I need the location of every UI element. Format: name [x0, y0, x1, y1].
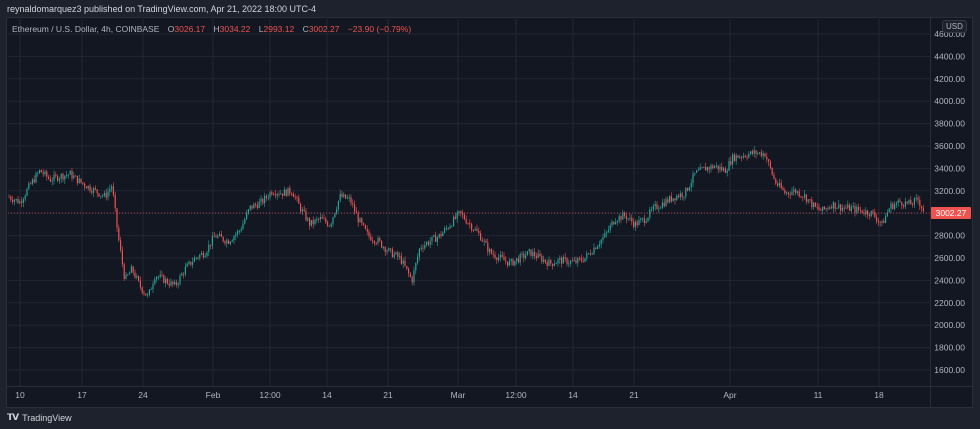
time-tick-label: Apr — [723, 390, 736, 400]
candles — [8, 145, 924, 298]
price-tick-label: 3800.00 — [934, 119, 965, 129]
tv-logo-icon: 𝗧𝗩 — [7, 412, 19, 422]
currency-badge[interactable]: USD — [942, 20, 967, 33]
change-value: −23.90 (−0.79%) — [347, 24, 412, 34]
price-tick-label: 2800.00 — [934, 231, 965, 241]
symbol-title: Ethereum / U.S. Dollar, 4h, COINBASE — [12, 24, 160, 34]
last-price-badge: 3002.27 — [936, 208, 967, 218]
price-tick-label: 2400.00 — [934, 275, 965, 285]
time-tick-label: 24 — [138, 390, 148, 400]
high-value: 3034.22 — [219, 24, 251, 34]
time-tick-label: 18 — [874, 390, 884, 400]
brand-name: TradingView — [22, 412, 72, 423]
price-tick-label: 4400.00 — [934, 51, 965, 61]
low-label: L — [258, 24, 264, 34]
time-tick-label: 21 — [629, 390, 639, 400]
time-tick-label: 14 — [322, 390, 332, 400]
price-tick-label: 4200.00 — [934, 74, 965, 84]
time-tick-label: 10 — [15, 390, 25, 400]
price-tick-label: 2600.00 — [934, 253, 965, 263]
price-tick-label: 2000.00 — [934, 320, 965, 330]
price-tick-label: 2200.00 — [934, 298, 965, 308]
high-label: H — [213, 24, 220, 34]
close-label: C — [302, 24, 309, 34]
open-value: 3026.17 — [174, 24, 206, 34]
price-tick-label: 3200.00 — [934, 186, 965, 196]
footer-brand: 𝗧𝗩 TradingView — [7, 412, 72, 423]
time-tick-label: Feb — [206, 390, 221, 400]
open-label: O — [167, 24, 175, 34]
price-tick-label: 3600.00 — [934, 141, 965, 151]
time-tick-label: 21 — [383, 390, 393, 400]
time-tick-label: 12:00 — [505, 390, 527, 400]
time-tick-label: 11 — [814, 390, 823, 400]
time-tick-label: Mar — [451, 390, 466, 400]
low-value: 2993.12 — [263, 24, 295, 34]
time-tick-label: 17 — [77, 390, 87, 400]
price-tick-label: 3400.00 — [934, 163, 965, 173]
time-tick-label: 12:00 — [259, 390, 281, 400]
publisher-line: reynaldomarquez3 published on TradingVie… — [7, 4, 317, 14]
close-value: 3002.27 — [308, 24, 340, 34]
price-tick-label: 1600.00 — [934, 365, 965, 375]
price-tick-label: 1800.00 — [934, 343, 965, 353]
price-tick-label: 4600.00 — [934, 29, 965, 39]
symbol-legend: Ethereum / U.S. Dollar, 4h, COINBASE O30… — [12, 24, 411, 34]
price-tick-label: 4000.00 — [934, 96, 965, 106]
time-tick-label: 14 — [568, 390, 578, 400]
